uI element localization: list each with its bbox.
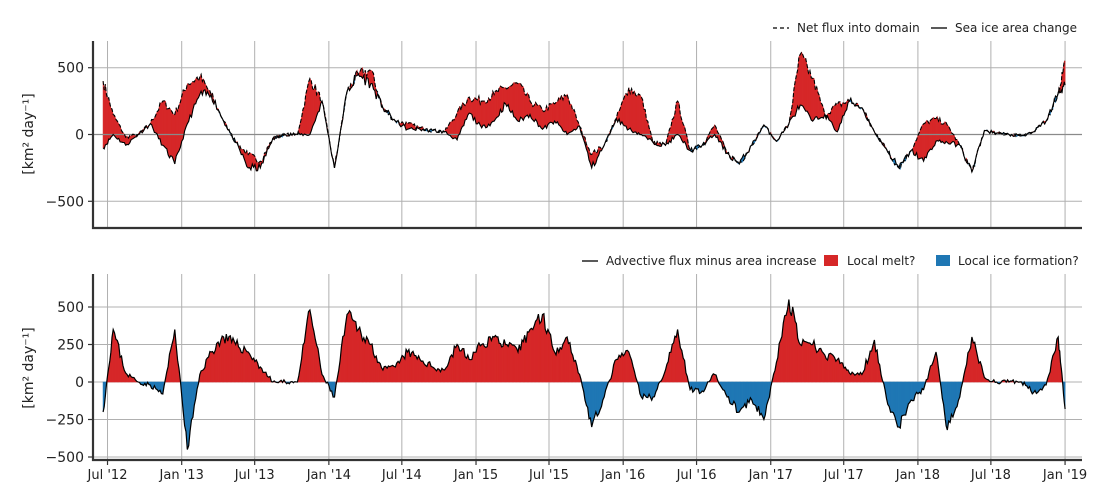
legend-label-advective: Advective flux minus area increase xyxy=(606,254,817,268)
bottom-y-ticks: −500 −250 0 250 500 xyxy=(46,300,93,466)
x-tick-label: Jan '15 xyxy=(453,468,498,483)
x-tick-label: Jan '13 xyxy=(159,468,204,483)
x-tick-label: Jul '13 xyxy=(234,468,275,483)
series-line-area-change xyxy=(102,73,1066,174)
y-tick-label: −500 xyxy=(46,450,84,466)
x-tick-label: Jul '12 xyxy=(87,468,128,483)
legend-label-formation: Local ice formation? xyxy=(958,254,1079,268)
top-y-ticks: −500 0 500 xyxy=(46,61,93,210)
y-tick-label: −250 xyxy=(46,413,84,429)
x-tick-label: Jan '14 xyxy=(306,468,351,483)
legend-label-net-flux: Net flux into domain xyxy=(797,21,920,35)
y-tick-label: 250 xyxy=(57,338,84,354)
x-tick-label: Jul '18 xyxy=(970,468,1011,483)
x-tick-label: Jan '18 xyxy=(895,468,940,483)
y-tick-label: −500 xyxy=(46,194,84,210)
top-y-axis-label: [km² day⁻¹] xyxy=(21,93,37,174)
x-tick-label: Jan '19 xyxy=(1042,468,1087,483)
x-tick-label: Jul '16 xyxy=(676,468,717,483)
x-axis-ticks: Jul '12 Jan '13 Jul '13 Jan '14 Jul '14 Jan '… xyxy=(87,460,1087,483)
top-panel: −500 0 500 [km² day⁻¹] Net flux into domai… xyxy=(21,21,1082,230)
bottom-fill-areas xyxy=(102,299,1066,450)
legend-label-area-change: Sea ice area change xyxy=(955,21,1077,35)
bottom-y-axis-label: [km² day⁻¹] xyxy=(21,327,37,408)
legend-melt-swatch xyxy=(824,255,838,266)
x-tick-label: Jul '14 xyxy=(381,468,422,483)
series-line-advective xyxy=(102,299,1066,450)
y-tick-label: 0 xyxy=(75,375,84,391)
bottom-panel: −500 −250 0 250 500 [km² day⁻¹] Advective fl… xyxy=(21,254,1082,466)
y-tick-label: 0 xyxy=(75,128,84,144)
bottom-axis-spines xyxy=(91,274,1082,462)
y-tick-label: 500 xyxy=(57,300,84,316)
x-tick-label: Jan '16 xyxy=(600,468,645,483)
x-tick-label: Jan '17 xyxy=(748,468,793,483)
y-tick-label: 500 xyxy=(57,61,84,77)
legend-label-melt: Local melt? xyxy=(847,254,915,268)
bottom-series-lines xyxy=(102,299,1066,450)
x-tick-label: Jul '17 xyxy=(823,468,864,483)
top-fill-areas xyxy=(102,51,1066,173)
top-series-lines xyxy=(102,51,1066,174)
legend-formation-swatch xyxy=(936,255,950,266)
top-axis-spines xyxy=(91,41,1082,230)
bottom-legend: Advective flux minus area increase Local… xyxy=(582,254,1079,268)
x-tick-label: Jul '15 xyxy=(528,468,569,483)
top-legend: Net flux into domain Sea ice area change xyxy=(773,21,1077,35)
fill-segment xyxy=(1064,60,1066,86)
